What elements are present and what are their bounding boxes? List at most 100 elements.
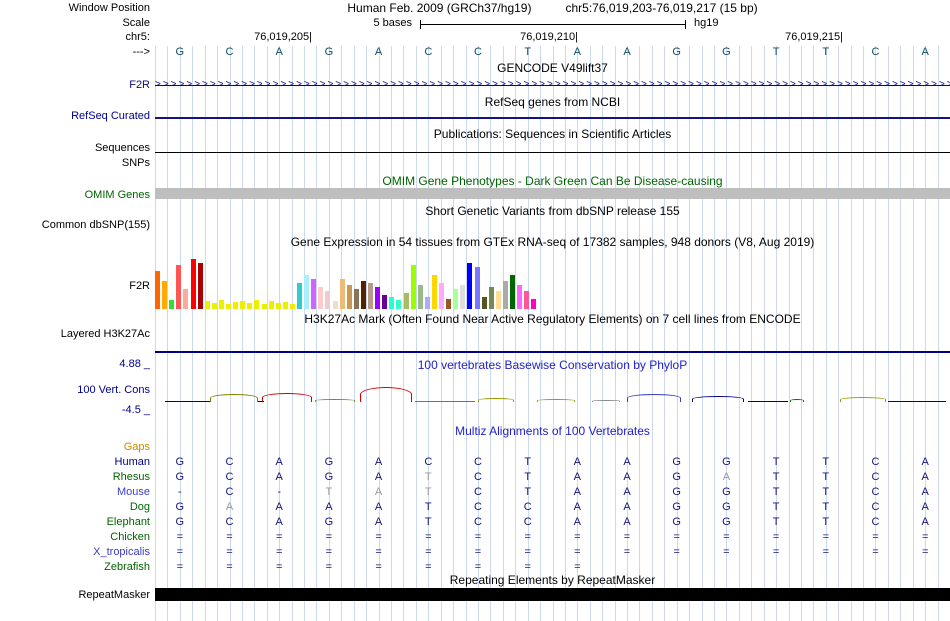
gtex-bar [197,263,203,309]
cons-segment [840,397,886,402]
multiz-species-label[interactable]: Human [114,456,150,468]
gtex-bar [396,300,402,309]
track-left-label-repeatmasker[interactable]: RepeatMasker [78,589,150,601]
track-center-label-dbsnp[interactable]: Short Genetic Variants from dbSNP releas… [425,204,680,218]
cons-segment [888,401,946,402]
track-center-label-h3k27ac[interactable]: H3K27Ac Mark (Often Found Near Active Re… [304,312,801,326]
ruler-tick: 76,019,210| [520,31,578,43]
multiz-species-label[interactable]: Chicken [110,531,150,543]
gtex-bar [247,303,253,309]
gtex-bar [282,302,288,309]
scale-assembly: hg19 [694,17,719,29]
guideline [664,46,666,621]
gtex-bar [318,287,324,309]
gtex-bar [233,302,239,309]
track-left-label-h3k27ac[interactable]: Layered H3K27Ac [60,328,150,340]
guideline [589,46,591,621]
scale-label: Scale [122,17,150,29]
gtex-bar [254,300,260,309]
gtex-bar [297,283,302,309]
multiz-species-label[interactable]: Zebrafish [104,561,150,573]
gtex-bar [424,297,430,309]
track-center-label-gtex[interactable]: Gene Expression in 54 tissues from GTEx … [290,235,815,249]
base-letter: G [324,46,334,58]
track-left-label-gencode-f2r[interactable]: F2R [129,79,150,91]
guideline [713,46,715,621]
guidelines [155,46,950,621]
gtex-bar [403,293,409,309]
guideline [639,46,641,621]
track-left-label-omim[interactable]: OMIM Genes [84,189,150,201]
track-left-label-dbsnp[interactable]: Common dbSNP(155) [41,219,150,231]
gtex-bar [311,279,317,309]
base-letter: T [524,46,532,58]
guideline [838,46,840,621]
cons-segment [210,394,258,402]
track-center-label-gencode[interactable]: GENCODE V49lift37 [497,61,608,75]
guideline [229,46,231,621]
multiz-species-label[interactable]: Mouse [116,486,150,498]
guideline [490,46,492,621]
conservation-graph[interactable] [155,384,950,403]
gtex-bar [517,285,523,309]
cons-segment [315,399,355,402]
track-center-label-publications[interactable]: Publications: Sequences in Scientific Ar… [433,127,672,141]
gtex-bar [190,259,196,309]
multiz-species-label[interactable]: Rhesus [112,471,150,483]
gtex-bar [325,291,331,309]
base-letter: A [573,46,581,58]
track-left-label-gtex-f2r[interactable]: F2R [129,280,150,292]
guideline [266,46,268,621]
guideline [825,46,827,621]
strand-label: ---> [132,46,150,58]
guideline [900,46,902,621]
guideline [577,46,579,621]
multiz-species-label[interactable]: X_tropicalis [93,546,150,558]
gtex-bar [155,271,160,309]
gtex-barchart[interactable] [155,255,950,309]
track-left-label-sequences[interactable]: Sequences [94,142,150,154]
track-left-label-snps[interactable]: SNPs [121,157,150,169]
guideline [477,46,479,621]
guideline [378,46,380,621]
ruler-tick: 76,019,205| [254,31,312,43]
gtex-bar [488,287,494,309]
gene-item-f2r[interactable]: >>>>>>>>>>>>>>>>>>>>>>>>>>>>>>>>>>>>>>>>… [155,79,950,91]
repeatmasker-bar[interactable] [155,588,950,601]
track-left-label-refseq[interactable]: RefSeq Curated [71,110,150,122]
guideline [155,46,156,621]
multiz-species-label[interactable]: Gaps [123,441,150,453]
track-center-label-repeatmasker[interactable]: Repeating Elements by RepeatMasker [449,573,656,587]
track-center-label-conservation[interactable]: 100 vertebrates Basewise Conservation by… [417,358,688,372]
publications-item[interactable] [155,152,950,153]
base-letter: C [225,46,234,58]
guideline [726,46,728,621]
gtex-bar [524,291,530,309]
base-letter: G [722,46,731,58]
multiz-species-label[interactable]: Elephant [106,516,150,528]
track-left-label-conservation[interactable]: 100 Vert. Cons [77,384,150,396]
gtex-bar [360,281,366,309]
multiz-species-label[interactable]: Dog [129,501,150,513]
track-center-label-refseq[interactable]: RefSeq genes from NCBI [484,95,621,109]
refseq-gene-item[interactable] [155,117,950,119]
cons-segment [258,401,264,402]
cons-segment [537,399,575,402]
guideline [788,46,790,621]
guideline [167,46,169,621]
gtex-bar [453,289,459,309]
guideline [291,46,293,621]
gtex-bar [226,304,231,309]
guideline [627,46,629,621]
cons-segment [478,398,514,402]
guideline [279,46,281,621]
omim-track-bar[interactable] [155,188,950,199]
track-center-label-omim[interactable]: OMIM Gene Phenotypes - Dark Green Can Be… [382,174,723,188]
guideline [738,46,740,621]
guideline [341,46,343,621]
gtex-bar [460,285,466,309]
gtex-bar [169,300,175,309]
track-center-label-multiz[interactable]: Multiz Alignments of 100 Vertebrates [455,424,650,438]
gtex-bar [467,263,473,309]
